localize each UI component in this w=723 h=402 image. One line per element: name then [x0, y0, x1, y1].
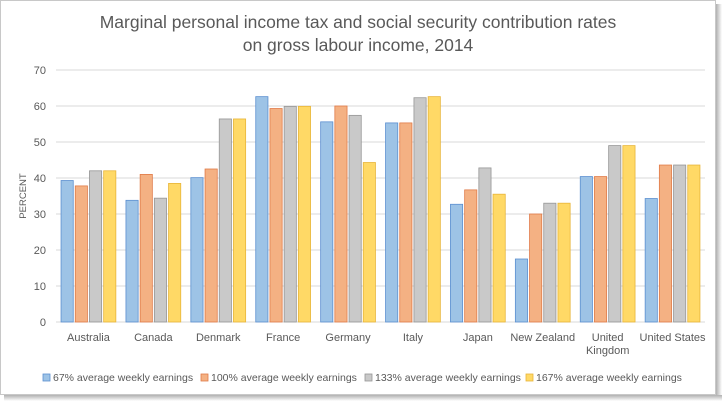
- y-tick-label: 70: [34, 65, 46, 77]
- y-tick-label: 60: [34, 101, 46, 113]
- bar: [153, 197, 167, 323]
- bar: [60, 180, 74, 323]
- legend-label: 100% average weekly earnings: [211, 372, 357, 384]
- legend-swatch: [525, 373, 534, 382]
- bar: [297, 105, 311, 323]
- bar: [283, 105, 297, 323]
- y-tick-label: 0: [40, 317, 46, 329]
- bar: [608, 145, 622, 323]
- bar: [622, 145, 636, 323]
- x-tick-label: France: [266, 332, 300, 344]
- x-tick-label: Italy: [403, 332, 424, 344]
- y-tick-labels: 0 10 20 30 40 50 60 70: [34, 65, 46, 329]
- bar: [190, 177, 204, 323]
- bar: [139, 173, 153, 323]
- bar: [427, 96, 441, 323]
- bar: [478, 167, 492, 323]
- legend-swatch: [42, 373, 51, 382]
- bar: [168, 182, 182, 323]
- bar: [687, 164, 701, 323]
- bar: [269, 108, 283, 323]
- bar: [658, 164, 672, 323]
- bar: [543, 202, 557, 323]
- y-axis-label: PERCENT: [18, 173, 29, 219]
- y-tick-label: 40: [34, 173, 46, 185]
- y-tick-label: 30: [34, 209, 46, 221]
- bar: [125, 199, 139, 323]
- bar: [334, 105, 348, 323]
- x-tick-label: Canada: [134, 332, 173, 344]
- bar: [103, 170, 117, 323]
- x-tick-label: Germany: [325, 332, 371, 344]
- y-tick-label: 10: [34, 281, 46, 293]
- bar: [74, 185, 88, 323]
- bar: [385, 122, 399, 323]
- chart-title-line-2: on gross labour income, 2014: [243, 35, 474, 55]
- frame-shadow: [4, 395, 722, 401]
- bar: [255, 96, 269, 323]
- x-tick-labels: Australia Canada Denmark France Germany Italy…: [67, 332, 706, 357]
- bar: [218, 118, 232, 323]
- bar: [529, 213, 543, 323]
- x-tick-label: New Zealand: [510, 332, 575, 344]
- frame-shadow: [716, 4, 722, 401]
- legend-label: 67% average weekly earnings: [53, 372, 193, 384]
- x-tick-label: United: [592, 332, 624, 344]
- legend-swatch: [364, 373, 373, 382]
- x-tick-label: Japan: [463, 332, 493, 344]
- bar: [413, 97, 427, 323]
- x-tick-label: Kingdom: [586, 345, 629, 357]
- x-tick-label: United States: [640, 332, 707, 344]
- legend: 67% average weekly earnings 100% average …: [42, 372, 682, 384]
- bar: [204, 168, 218, 323]
- chart-title-line-1: Marginal personal income tax and social …: [100, 12, 617, 32]
- bar: [557, 202, 571, 323]
- x-tick-label: Australia: [67, 332, 111, 344]
- bar: [320, 121, 334, 323]
- gridlines: [56, 69, 705, 323]
- bar: [399, 122, 413, 323]
- bar: [362, 162, 376, 323]
- bar: [233, 118, 247, 323]
- bar: [492, 193, 506, 323]
- bar: [464, 189, 478, 323]
- x-tick-label: Denmark: [196, 332, 241, 344]
- bar: [594, 176, 608, 323]
- y-tick-label: 50: [34, 137, 46, 149]
- legend-swatch: [200, 373, 209, 382]
- y-tick-label: 20: [34, 245, 46, 257]
- bar: [450, 203, 464, 323]
- bar: [514, 258, 528, 323]
- bars: [60, 96, 701, 323]
- legend-label: 167% average weekly earnings: [536, 372, 682, 384]
- bar: [348, 114, 362, 323]
- bar: [673, 164, 687, 323]
- bar: [89, 170, 103, 323]
- bar: [644, 198, 658, 323]
- legend-label: 133% average weekly earnings: [375, 372, 521, 384]
- bar: [579, 176, 593, 323]
